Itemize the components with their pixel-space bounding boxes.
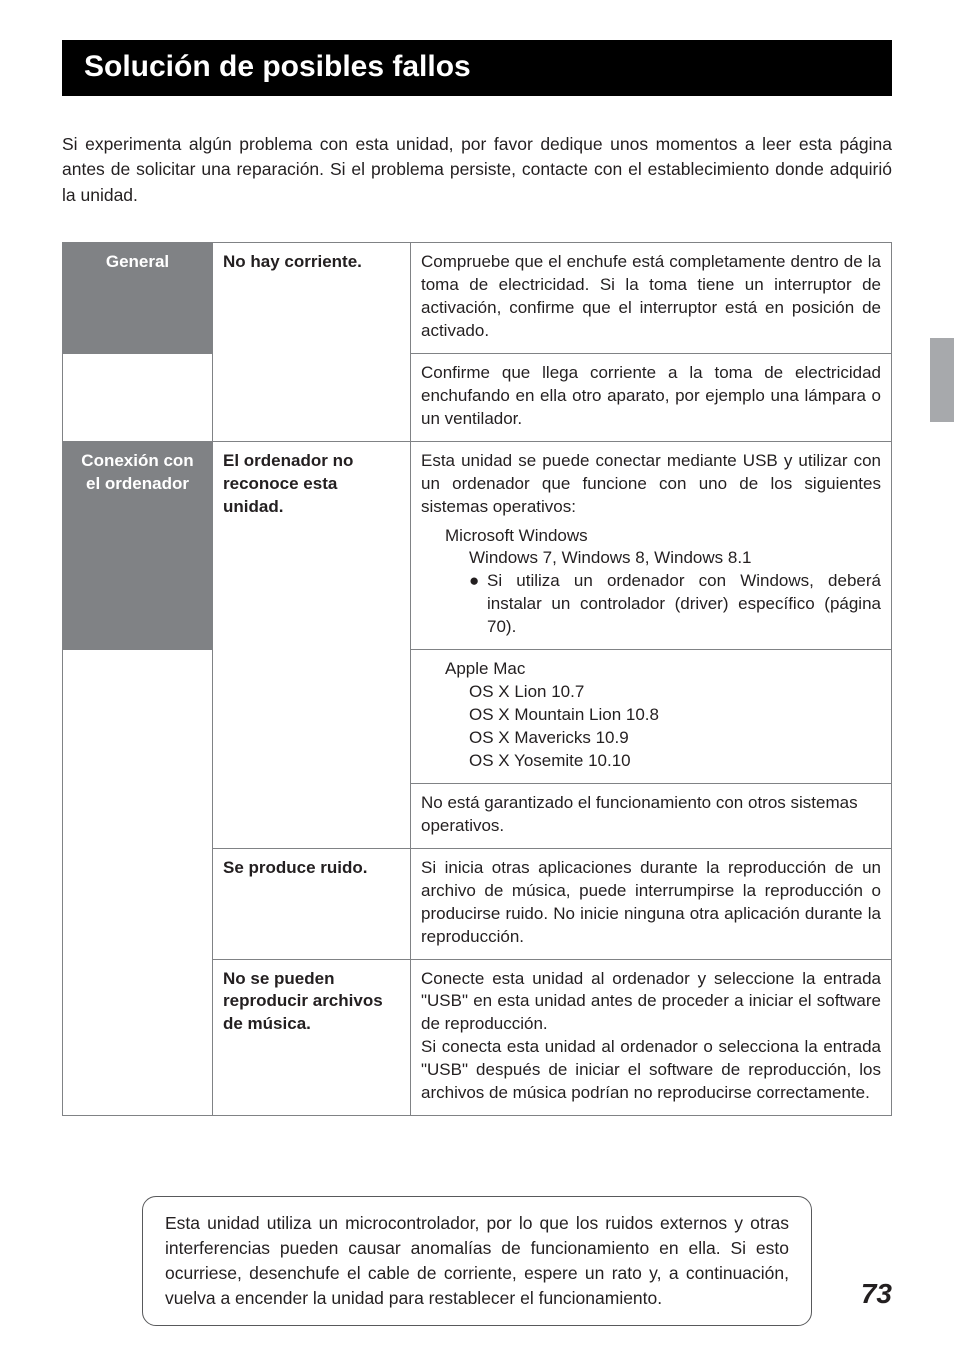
- page-number: 73: [861, 1278, 892, 1310]
- category-spacer: [63, 353, 213, 441]
- solution-cell: Si inicia otras aplicaciones durante la …: [411, 848, 892, 959]
- intro-paragraph: Si experimenta algún problema con esta u…: [62, 132, 892, 208]
- side-tab: [930, 338, 954, 422]
- section-title: Solución de posibles fallos: [62, 40, 892, 96]
- solution-text: Esta unidad se puede conectar mediante U…: [421, 450, 881, 519]
- troubleshooting-table: GeneralNo hay corriente.Compruebe que el…: [62, 242, 892, 1116]
- symptom-cell: No se pueden reproducir archivos de músi…: [213, 959, 411, 1116]
- solution-cell: Esta unidad se puede conectar mediante U…: [411, 441, 892, 650]
- symptom-cell: No hay corriente.: [213, 243, 411, 442]
- solution-cell: Apple MacOS X Lion 10.7OS X Mountain Lio…: [411, 650, 892, 784]
- table-row: GeneralNo hay corriente.Compruebe que el…: [63, 243, 892, 354]
- os-mac-version: OS X Mountain Lion 10.8: [421, 704, 881, 727]
- symptom-cell: El ordenador no reconoce esta unidad.: [213, 441, 411, 848]
- bullet-icon: ●: [469, 570, 487, 639]
- os-windows-head: Microsoft Windows: [421, 525, 881, 548]
- os-mac-version: OS X Mavericks 10.9: [421, 727, 881, 750]
- solution-cell: Conecte esta unidad al ordenador y selec…: [411, 959, 892, 1116]
- table-row: Apple MacOS X Lion 10.7OS X Mountain Lio…: [63, 650, 892, 784]
- table-row: Conexión con el ordenadorEl ordenador no…: [63, 441, 892, 650]
- os-windows-versions: Windows 7, Windows 8, Windows 8.1: [421, 547, 881, 570]
- category-general: General: [63, 243, 213, 354]
- os-mac-version: OS X Yosemite 10.10: [421, 750, 881, 773]
- solution-cell: Confirme que llega corriente a la toma d…: [411, 353, 892, 441]
- category-spacer: [63, 650, 213, 1116]
- os-mac-version: OS X Lion 10.7: [421, 681, 881, 704]
- bullet-text: Si utiliza un ordenador con Windows, deb…: [487, 570, 881, 639]
- os-mac-head: Apple Mac: [421, 658, 881, 681]
- note-box: Esta unidad utiliza un microcontrolador,…: [142, 1196, 812, 1325]
- os-windows-note: ●Si utiliza un ordenador con Windows, de…: [421, 570, 881, 639]
- table-row: Confirme que llega corriente a la toma d…: [63, 353, 892, 441]
- page-content: Solución de posibles fallos Si experimen…: [0, 0, 954, 1366]
- solution-cell: No está garantizado el funcionamiento co…: [411, 783, 892, 848]
- category-conexion: Conexión con el ordenador: [63, 441, 213, 650]
- solution-cell: Compruebe que el enchufe está completame…: [411, 243, 892, 354]
- symptom-cell: Se produce ruido.: [213, 848, 411, 959]
